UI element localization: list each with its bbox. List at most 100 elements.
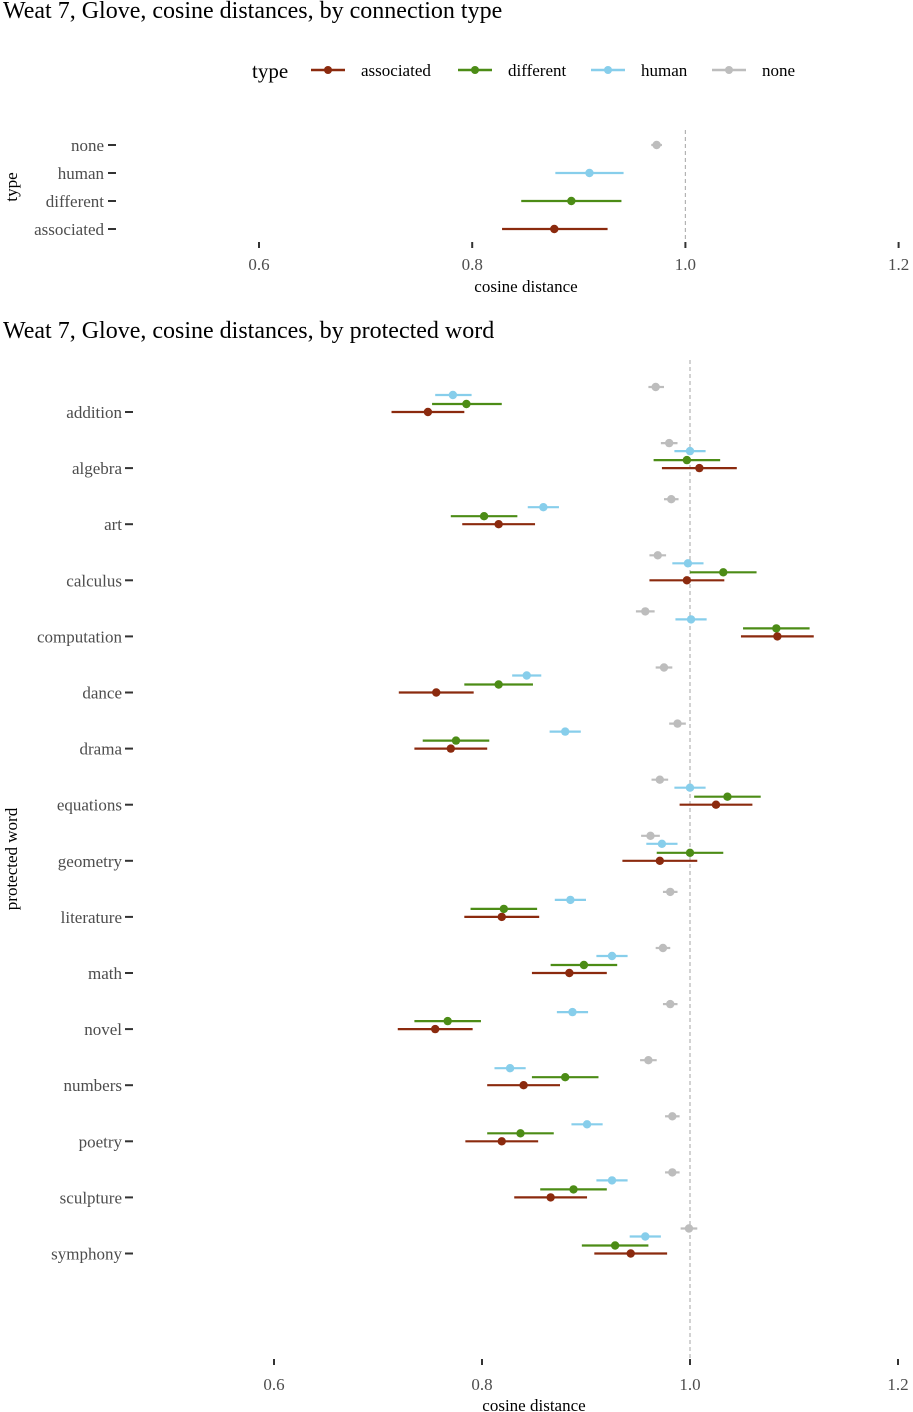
point-different <box>443 1016 452 1026</box>
y-tick-label: numbers <box>63 1076 122 1095</box>
point-none <box>653 551 662 560</box>
legend-item-different: different <box>458 61 566 80</box>
point-human <box>522 671 531 680</box>
point-different <box>479 512 489 521</box>
point-none <box>673 719 682 728</box>
y-tick-label: novel <box>84 1020 122 1039</box>
point-human <box>561 727 570 736</box>
y-tick-label: addition <box>66 403 122 422</box>
point-human <box>685 783 695 792</box>
point-different <box>561 1073 570 1082</box>
point-none <box>665 438 674 448</box>
point-human <box>568 1007 577 1017</box>
point-associated <box>546 1193 555 1202</box>
point-associated <box>695 463 704 473</box>
point-associated <box>565 968 574 978</box>
point-different <box>569 1185 578 1194</box>
y-axis-label-1: type <box>2 172 21 201</box>
legend: type associated different human none <box>252 59 795 83</box>
chart-title-1: Weat 7, Glove, cosine distances, by conn… <box>3 0 502 24</box>
point-associated <box>626 1249 635 1258</box>
point-associated <box>711 800 721 809</box>
point-human <box>686 615 696 624</box>
point-different <box>567 196 576 206</box>
point-human <box>582 1120 592 1129</box>
y-tick-label: geometry <box>58 852 123 871</box>
legend-item-human: human <box>591 61 688 80</box>
y-tick-label: math <box>88 964 122 983</box>
point-different <box>462 399 471 409</box>
legend-item-associated: associated <box>311 61 431 80</box>
point-none <box>646 831 655 840</box>
y-tick-label: dance <box>82 684 122 703</box>
point-human <box>566 895 575 905</box>
point-none <box>659 663 669 672</box>
y-tick-label: associated <box>34 220 104 239</box>
x-tick-label: 1.0 <box>679 1375 700 1394</box>
point-human <box>685 446 695 456</box>
point-associated <box>423 407 433 417</box>
y-tick-label: art <box>104 515 122 534</box>
x-tick-label: 0.6 <box>263 1375 284 1394</box>
point-different <box>494 680 503 689</box>
point-none <box>684 1224 694 1233</box>
point-human <box>539 503 548 512</box>
y-tick-label: literature <box>61 908 122 927</box>
panel-connection-type: Weat 7, Glove, cosine distances, by conn… <box>2 0 909 296</box>
point-none <box>658 943 668 953</box>
y-tick-label: algebra <box>72 459 122 478</box>
x-axis-label-1: cosine distance <box>474 277 577 296</box>
point-associated <box>655 856 665 865</box>
legend-label-none: none <box>762 61 795 80</box>
x-axis-label-2: cosine distance <box>482 1396 585 1412</box>
point-none <box>666 999 675 1009</box>
y-tick-label: human <box>58 164 105 183</box>
point-associated <box>773 632 782 641</box>
y-tick-label: calculus <box>66 571 122 590</box>
y-tick-label: drama <box>80 740 123 759</box>
x-tick-label: 0.8 <box>462 255 483 274</box>
point-associated <box>497 912 506 922</box>
point-different <box>516 1129 525 1138</box>
point-associated <box>431 1024 440 1034</box>
point-different <box>772 624 781 633</box>
y-tick-label: symphony <box>51 1245 122 1264</box>
y-axis-label-2: protected word <box>2 807 21 910</box>
point-human <box>607 951 617 961</box>
legend-item-none: none <box>712 61 795 80</box>
panel-protected-word: Weat 7, Glove, cosine distances, by prot… <box>2 318 909 1412</box>
point-associated <box>497 1137 506 1146</box>
point-none <box>668 1168 677 1177</box>
y-tick-label: none <box>71 136 104 155</box>
point-none <box>666 887 675 897</box>
y-tick-label: different <box>46 192 104 211</box>
y-tick-label: poetry <box>79 1132 123 1151</box>
point-different <box>719 568 728 577</box>
y-tick-label: sculpture <box>60 1188 122 1207</box>
point-human <box>641 1232 650 1241</box>
y-tick-label: computation <box>37 627 122 646</box>
legend-label-different: different <box>508 61 566 80</box>
point-human <box>607 1176 617 1185</box>
y-tick-label: equations <box>57 796 122 815</box>
x-tick-label: 1.0 <box>675 255 696 274</box>
point-associated <box>432 688 441 697</box>
x-tick-label: 0.6 <box>248 255 269 274</box>
point-human <box>683 559 693 568</box>
point-none <box>644 1056 653 1065</box>
x-tick-label: 1.2 <box>888 255 909 274</box>
plot-area-1: 0.6 0.8 1.0 1.2 none human different associated <box>34 130 909 274</box>
point-associated <box>682 576 692 585</box>
plot-area-2: 0.6 0.8 1.0 1.2 addition algebra art calculus co… <box>37 360 909 1394</box>
legend-label-associated: associated <box>361 61 431 80</box>
legend-label-human: human <box>641 61 688 80</box>
point-different <box>723 792 732 801</box>
chart-title-2: Weat 7, Glove, cosine distances, by prot… <box>3 318 494 344</box>
point-none <box>667 495 676 504</box>
point-associated <box>550 224 559 234</box>
x-tick-label: 1.2 <box>887 1375 908 1394</box>
point-human <box>448 390 458 400</box>
point-none <box>651 382 660 392</box>
point-different <box>682 455 692 465</box>
